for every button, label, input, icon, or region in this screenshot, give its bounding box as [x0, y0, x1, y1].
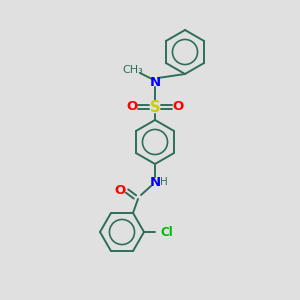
Text: N: N — [149, 176, 161, 188]
Text: O: O — [126, 100, 138, 113]
Text: O: O — [114, 184, 126, 197]
Text: Cl: Cl — [160, 226, 173, 238]
Text: CH₃: CH₃ — [123, 65, 143, 75]
Text: S: S — [150, 100, 160, 115]
Text: O: O — [172, 100, 184, 113]
Text: H: H — [160, 177, 168, 187]
Text: N: N — [149, 76, 161, 88]
